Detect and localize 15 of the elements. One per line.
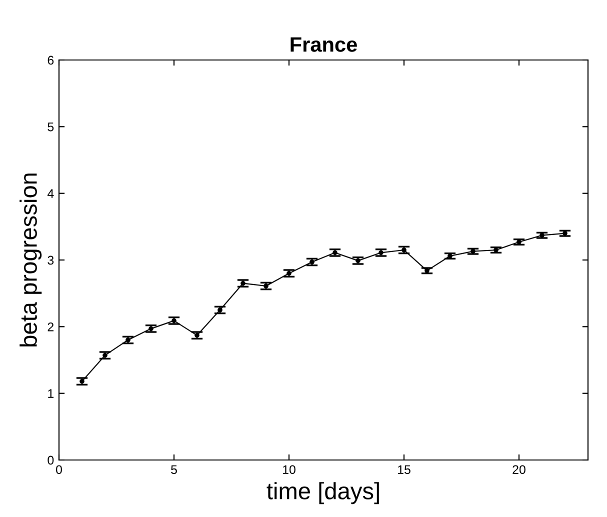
y-axis-title: beta progression bbox=[20, 174, 42, 346]
x-axis-title: time [days] bbox=[266, 482, 379, 504]
x-tick-label: 5 bbox=[171, 465, 177, 474]
y-tick-label: 3 bbox=[48, 256, 54, 265]
x-tick-label: 0 bbox=[56, 465, 62, 474]
y-tick-label: 2 bbox=[48, 322, 54, 332]
x-tick-label: 15 bbox=[398, 465, 410, 474]
y-tick-label: 4 bbox=[47, 189, 54, 198]
y-tick-label: 1 bbox=[48, 389, 54, 398]
y-tick-label: 0 bbox=[48, 456, 54, 465]
chart-title: France bbox=[290, 37, 357, 52]
x-tick-label: 20 bbox=[512, 465, 526, 474]
x-tick-label: 10 bbox=[283, 465, 296, 474]
y-tick-label: 6 bbox=[48, 56, 54, 65]
y-tick-label: 5 bbox=[48, 122, 54, 132]
